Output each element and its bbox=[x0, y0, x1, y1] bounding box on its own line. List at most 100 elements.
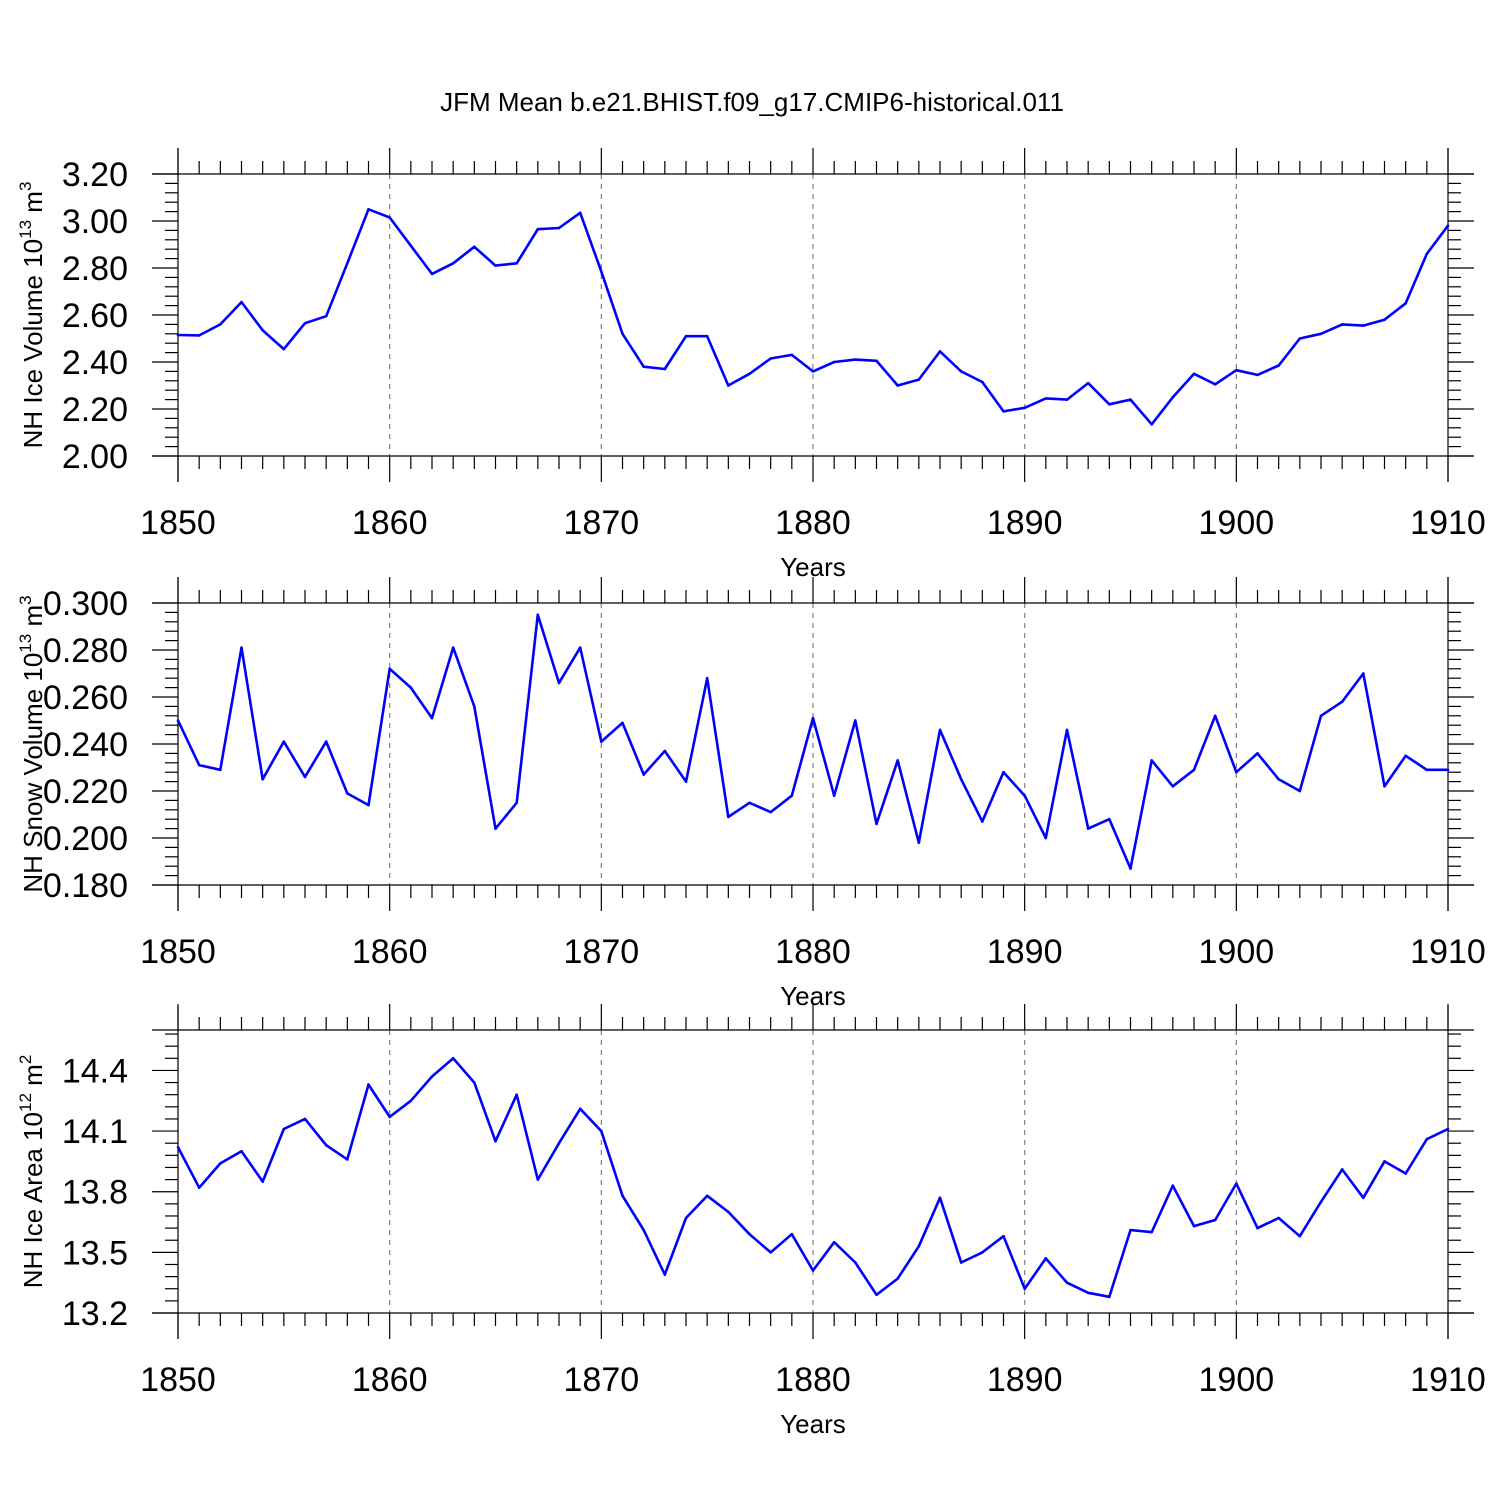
ice-area-data-point bbox=[1171, 1184, 1175, 1187]
snow-volume-data-point bbox=[1340, 700, 1344, 703]
ice-volume-data-point bbox=[642, 365, 645, 369]
ice-area-data-point bbox=[811, 1269, 815, 1272]
ice-volume-data-point bbox=[451, 262, 455, 265]
ice-area-data-point bbox=[1002, 1234, 1005, 1238]
ice-volume-data-point bbox=[430, 272, 434, 276]
ice-volume-data-point bbox=[1362, 324, 1365, 327]
snow-volume-data-point bbox=[1023, 794, 1026, 797]
snow-volume-data-point bbox=[388, 667, 391, 671]
ice-volume-data-point bbox=[282, 347, 286, 351]
ice-volume-data-point bbox=[1129, 398, 1132, 401]
ice-area-xlabel: Years bbox=[780, 1409, 846, 1439]
snow-volume-x-tick-label: 1850 bbox=[140, 933, 216, 971]
ice-volume-y-tick-label: 2.60 bbox=[62, 297, 128, 335]
snow-volume-data-point bbox=[409, 686, 413, 689]
snow-volume-data-point bbox=[176, 719, 180, 722]
ice-volume-data-point bbox=[727, 384, 730, 387]
snow-volume-data-point bbox=[705, 676, 709, 680]
ice-area-x-tick-label: 1910 bbox=[1410, 1361, 1486, 1399]
ice-volume-data-point bbox=[1235, 368, 1238, 372]
snow-volume-data-point bbox=[684, 780, 688, 783]
snow-volume-data-point bbox=[981, 820, 984, 823]
ice-area-data-point bbox=[1362, 1196, 1365, 1200]
snow-volume-y-tick-label: 0.180 bbox=[43, 867, 128, 905]
snow-volume-data-point bbox=[748, 801, 751, 805]
ice-volume-x-tick-label: 1880 bbox=[775, 504, 851, 542]
snow-volume-data-point bbox=[1129, 867, 1132, 870]
snow-volume-data-point bbox=[938, 728, 942, 732]
snow-volume-y-tick-label: 0.200 bbox=[43, 820, 128, 858]
ice-area-data-point bbox=[197, 1186, 201, 1189]
ice-volume-x-tick-label: 1890 bbox=[987, 504, 1063, 542]
ice-area-data-point bbox=[621, 1194, 624, 1198]
ice-area-ylabel: NH Ice Area 1012 m2 bbox=[16, 1055, 48, 1289]
ice-volume-ylabel: NH Ice Volume 1013 m3 bbox=[16, 182, 48, 449]
snow-volume-data-point bbox=[473, 705, 476, 708]
ice-area-data-point bbox=[684, 1216, 688, 1220]
snow-volume-x-tick-label: 1870 bbox=[564, 933, 640, 971]
snow-volume-data-point bbox=[515, 801, 518, 805]
snow-volume-data-point bbox=[1171, 785, 1175, 788]
ice-volume-data-point bbox=[1086, 381, 1090, 385]
ice-area-data-point bbox=[600, 1129, 603, 1133]
ice-volume-data-point bbox=[1108, 403, 1111, 406]
snow-volume-y-tick-label: 0.240 bbox=[43, 726, 128, 764]
snow-volume-panel: 1850 1860 1870 1880 1890 1900 1910 0.180 0.200 0.… bbox=[16, 577, 1486, 1011]
ice-volume-data-point bbox=[1277, 364, 1280, 367]
ice-area-data-point bbox=[748, 1232, 751, 1236]
ice-volume-x-tick-label: 1850 bbox=[140, 504, 216, 542]
snow-volume-y-tick-label: 0.220 bbox=[43, 773, 128, 811]
ice-area-data-point bbox=[451, 1057, 455, 1060]
ice-area-data-point bbox=[642, 1228, 645, 1232]
ice-area-data-point bbox=[663, 1273, 667, 1276]
ice-volume-data-point bbox=[769, 357, 772, 360]
snow-volume-data-point bbox=[727, 815, 730, 819]
ice-volume-data-point bbox=[621, 332, 624, 336]
ice-volume-data-point bbox=[896, 384, 899, 387]
ice-area-data-point bbox=[1129, 1228, 1132, 1232]
ice-area-data-point bbox=[917, 1244, 921, 1248]
snow-volume-data-point bbox=[346, 792, 349, 795]
ice-area-data-point bbox=[981, 1251, 984, 1254]
ice-area-data-point bbox=[832, 1240, 836, 1244]
ice-area-data-point bbox=[1235, 1182, 1238, 1185]
snow-volume-data-point bbox=[621, 721, 624, 725]
ice-volume-data-point bbox=[875, 359, 878, 363]
figure-title: JFM Mean b.e21.BHIST.f09_g17.CMIP6-histo… bbox=[440, 87, 1064, 117]
ice-volume-data-point bbox=[917, 378, 921, 381]
ice-volume-data-point bbox=[1150, 422, 1153, 426]
ice-area-y-tick-label: 14.1 bbox=[62, 1113, 128, 1151]
snow-volume-data-point bbox=[557, 681, 561, 685]
ice-volume-data-point bbox=[1340, 323, 1344, 326]
ice-volume-data-point bbox=[1171, 395, 1175, 399]
ice-area-data-point bbox=[1213, 1218, 1217, 1222]
ice-area-data-point bbox=[1298, 1234, 1302, 1238]
ice-volume-y-tick-label: 3.20 bbox=[62, 156, 128, 194]
snow-volume-x-tick-label: 1880 bbox=[775, 933, 851, 971]
ice-area-x-tick-label: 1850 bbox=[140, 1361, 216, 1399]
ice-volume-data-point bbox=[832, 360, 836, 364]
snow-volume-data-point bbox=[959, 777, 963, 781]
snow-volume-data-point bbox=[811, 716, 815, 720]
ice-volume-data-point bbox=[1319, 332, 1323, 336]
ice-area-data-point bbox=[790, 1232, 794, 1236]
ice-area-data-point bbox=[896, 1277, 899, 1280]
ice-area-y-tick-label: 13.8 bbox=[62, 1174, 128, 1212]
ice-volume-data-point bbox=[197, 334, 201, 337]
snow-volume-data-point bbox=[1044, 836, 1048, 840]
snow-volume-y-tick-label: 0.260 bbox=[43, 679, 128, 717]
snow-volume-data-point bbox=[430, 716, 434, 720]
ice-area-data-point bbox=[578, 1107, 582, 1111]
ice-area-data-point bbox=[473, 1081, 476, 1084]
snow-volume-data-point bbox=[832, 794, 836, 797]
snow-volume-data-point bbox=[578, 646, 582, 649]
ice-volume-data-point bbox=[1065, 398, 1069, 401]
ice-area-data-point bbox=[240, 1149, 243, 1153]
ice-area-data-point bbox=[1277, 1216, 1280, 1220]
ice-volume-data-point bbox=[663, 367, 667, 371]
ice-volume-data-point bbox=[219, 323, 222, 326]
snow-volume-data-point bbox=[1277, 777, 1280, 781]
snow-volume-data-point bbox=[1213, 714, 1217, 718]
ice-area-data-point bbox=[282, 1127, 286, 1131]
